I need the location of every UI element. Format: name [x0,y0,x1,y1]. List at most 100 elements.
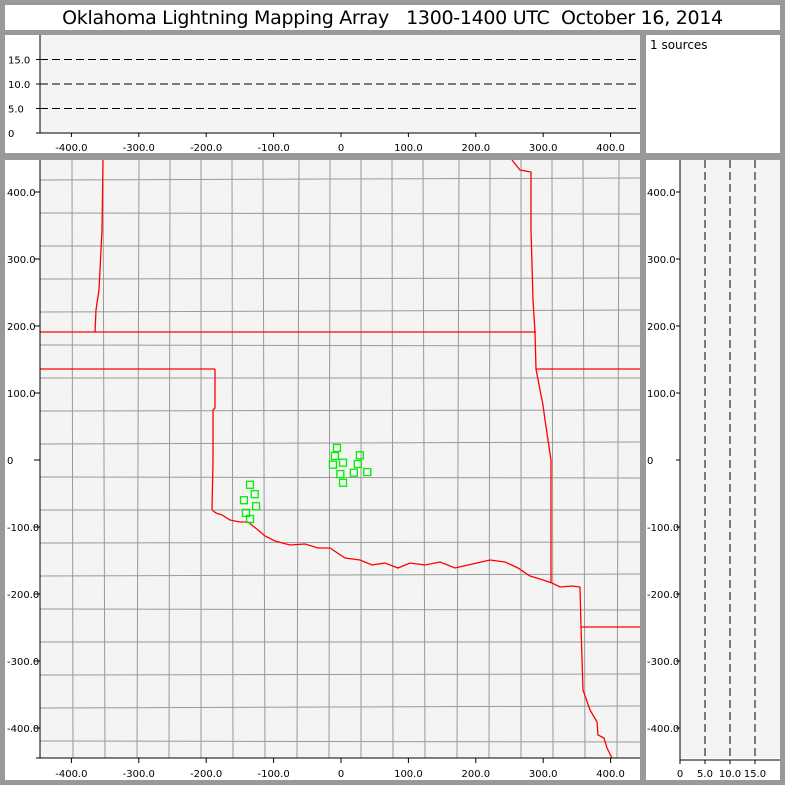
state-borders [40,159,640,759]
county-line [39,441,641,445]
y-tick-label: -100.0 [7,523,39,534]
y-tick-label: -200.0 [647,590,679,601]
y-tick-label: 200.0 [647,322,676,333]
y-tick-label: -300.0 [647,657,679,668]
source-marker [328,460,338,469]
source-marker [332,443,342,453]
x-tick-label: 400.0 [596,769,625,780]
county-line [39,409,641,412]
y-tick-label: 300.0 [7,255,36,266]
county-line [488,159,491,759]
county-line [39,541,641,544]
y-tick-label: -300.0 [7,657,39,668]
side-axes: 400.0 300.0 200.0 100.0 0 -100.0 -200.0 -300.0 -… [647,160,780,780]
county-line [39,673,641,676]
county-line [456,159,460,759]
x-tick-label: 100.0 [394,143,423,154]
source-marker [355,451,365,460]
county-line [168,159,171,759]
county-line [582,159,586,759]
x-tick-label: 400.0 [596,143,625,154]
x-tick-label: 10.0 [719,769,741,780]
y-tick-label: 400.0 [647,188,676,199]
county-line [39,277,641,280]
x-tick-label: 0 [338,769,344,780]
county-line [39,344,641,347]
source-marker [349,468,358,477]
source-marker [363,467,372,477]
legend-panel: 1 sources [646,35,780,153]
county-line [39,309,641,313]
map-axes: 400.0 300.0 200.0 100.0 0 -100.0 -200.0 -300.0 -… [7,160,640,780]
y-tick-label: 100.0 [647,389,676,400]
y-tick-label: 5.0 [8,105,24,116]
y-tick-label: 300.0 [647,255,676,266]
y-tick-label: -200.0 [7,590,39,601]
y-tick-label: 0 [8,129,14,140]
y-tick-label: 100.0 [7,389,36,400]
x-tick-label: 0 [677,769,683,780]
x-tick-label: 5.0 [697,769,713,780]
source-marker [353,459,363,469]
red-river [211,509,581,588]
chart-title: Oklahoma Lightning Mapping Array 1300-14… [5,5,780,30]
source-marker [245,514,255,524]
source-count: 1 sources [650,38,708,52]
county-line [39,705,641,709]
y-tick-label: 400.0 [7,188,36,199]
x-tick-label: -400.0 [55,769,87,780]
source-marker [245,480,255,489]
x-tick-label: 15.0 [744,769,766,780]
x-tick-label: -300.0 [123,143,155,154]
county-line [136,159,140,759]
county-line [39,573,641,577]
x-tick-label: 300.0 [529,143,558,154]
county-line [71,159,74,759]
source-marker [336,469,345,479]
texas-arkansas-border [579,586,613,759]
x-tick-label: -400.0 [55,143,87,154]
y-tick-label: 0 [7,456,13,467]
y-tick-label: -400.0 [647,724,679,735]
x-tick-label: -100.0 [257,769,289,780]
county-line [296,159,300,759]
x-tick-label: -200.0 [190,769,222,780]
source-marker [338,478,348,487]
x-tick-label: 300.0 [529,769,558,780]
county-line [231,159,234,759]
texas-west-border [211,369,216,511]
top-axes: 0 5.0 10.0 15.0 -400.0 -300.0 -200.0 -100.0 0 100… [8,35,640,154]
x-tick-label: -100.0 [257,143,289,154]
county-line [616,159,620,759]
y-tick-label: 10.0 [8,80,30,91]
colorado-kansas-border [94,159,104,333]
x-tick-label: 200.0 [461,769,490,780]
y-tick-label: -400.0 [7,724,39,735]
x-tick-label: -300.0 [123,769,155,780]
county-lines [39,159,641,759]
county-line [39,212,641,215]
county-line [102,159,106,759]
lightning-sources [239,443,372,524]
y-tick-label: 0 [647,456,653,467]
source-marker [330,451,340,461]
source-marker [251,502,261,511]
y-tick-label: 15.0 [8,56,30,67]
y-tick-label: -100.0 [647,523,679,534]
x-tick-label: 100.0 [394,769,423,780]
source-marker [239,496,249,505]
x-tick-label: 200.0 [461,143,490,154]
x-tick-label: -200.0 [190,143,222,154]
source-marker [338,458,348,467]
county-line [391,159,394,759]
source-marker [250,490,259,499]
county-line [422,159,426,759]
x-tick-label: 0 [338,143,344,154]
county-line [39,608,641,611]
county-line [39,177,641,181]
county-line [262,159,266,759]
county-line [328,159,331,759]
county-line [39,740,641,743]
county-line [551,159,554,759]
